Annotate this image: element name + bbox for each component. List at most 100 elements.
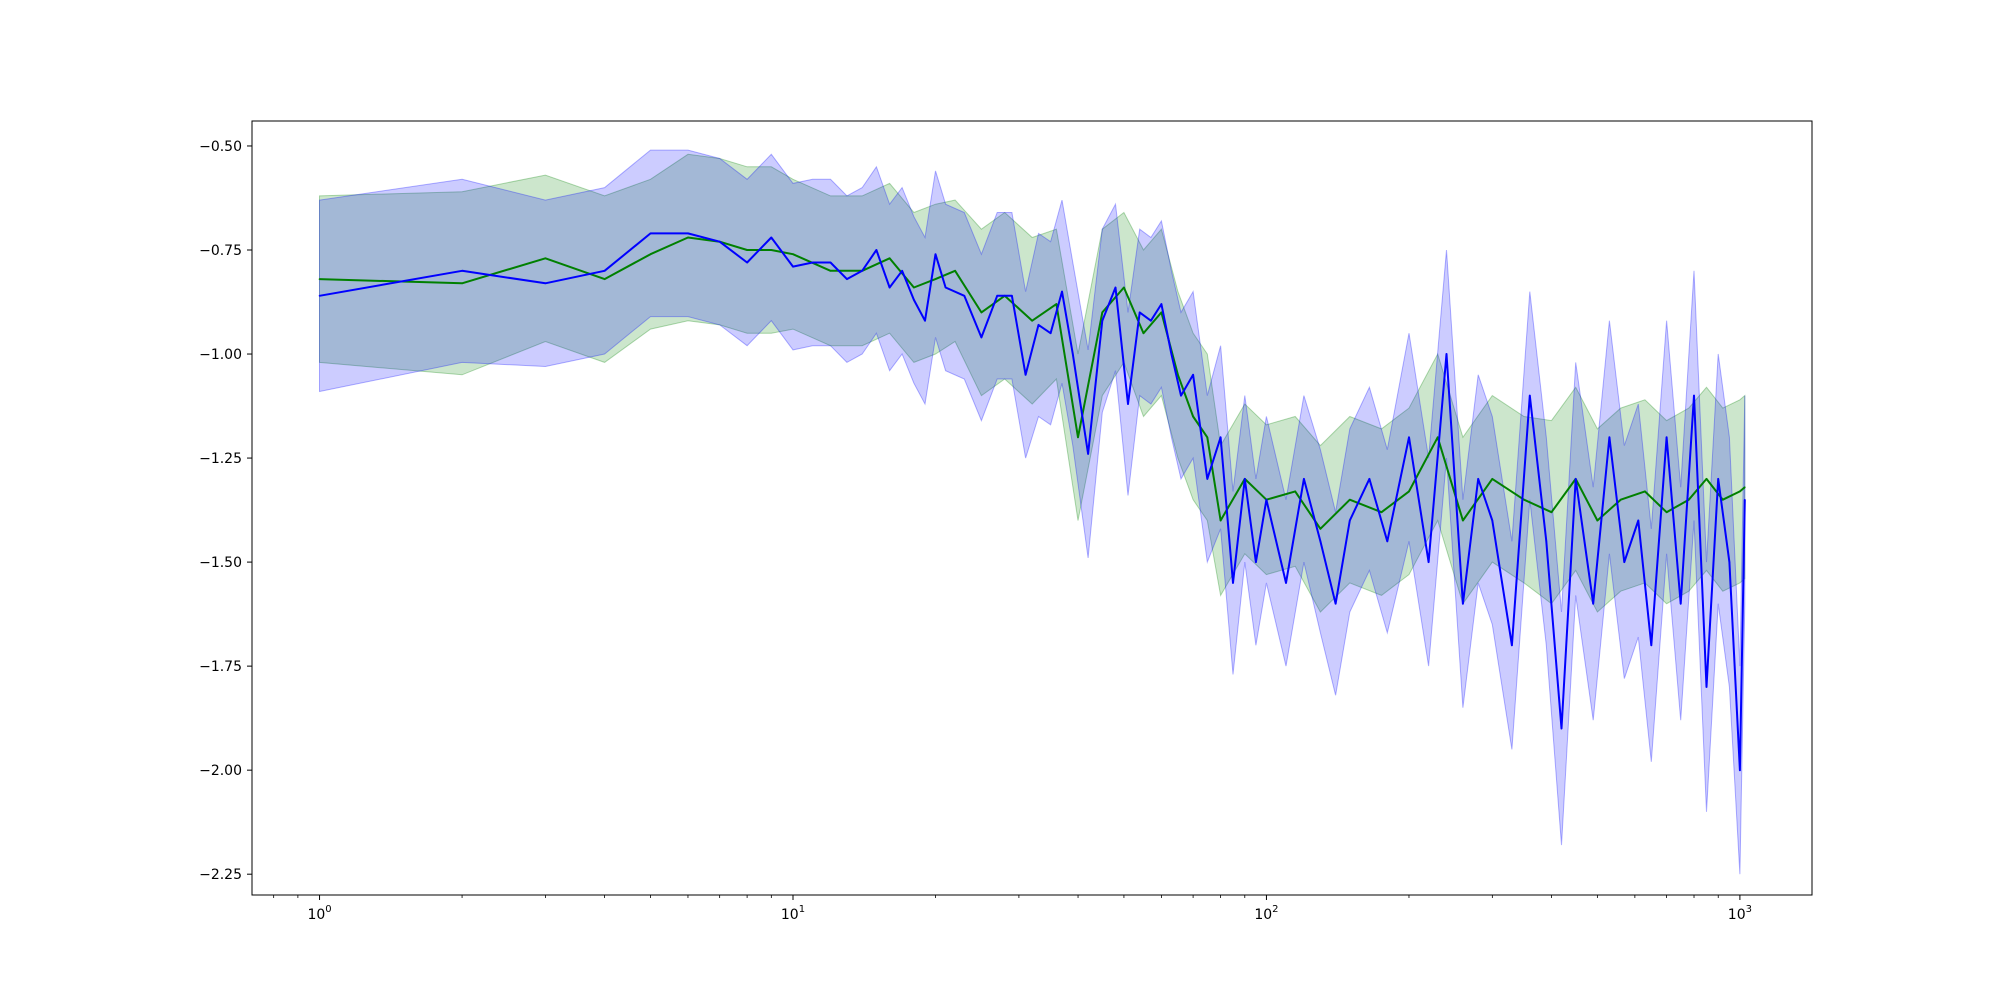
series-1-point bbox=[1529, 394, 1531, 397]
series-1-point bbox=[901, 270, 903, 272]
series-1-point bbox=[829, 261, 832, 264]
series-1-point bbox=[1180, 394, 1182, 397]
plot-area bbox=[318, 149, 1746, 875]
series-1-point bbox=[1192, 374, 1194, 376]
series-0-point bbox=[1142, 332, 1145, 335]
series-0-point bbox=[1619, 498, 1622, 501]
series-1-point bbox=[792, 265, 794, 268]
series-0-point bbox=[1349, 498, 1351, 501]
x-tick-label-exponent: 3 bbox=[1746, 904, 1752, 915]
y-tick-label: −1.25 bbox=[199, 451, 242, 467]
axes-frame bbox=[251, 120, 1813, 896]
series-0-point bbox=[687, 236, 689, 239]
series-0-point bbox=[1705, 478, 1708, 480]
series-0-point bbox=[888, 257, 891, 260]
series-0-point bbox=[1739, 490, 1741, 493]
series-1-point bbox=[861, 270, 863, 272]
x-tick-label: 102 bbox=[1254, 904, 1278, 923]
x-tick-label-base: 10 bbox=[1254, 907, 1272, 923]
x-tick-label: 103 bbox=[1728, 904, 1752, 923]
series-1-point bbox=[1114, 286, 1117, 289]
x-tick-label: 101 bbox=[781, 904, 805, 923]
series-0-point bbox=[1160, 311, 1163, 314]
series-1-point bbox=[1049, 332, 1052, 335]
y-tick-label: −1.75 bbox=[199, 659, 242, 675]
series-0-point bbox=[544, 257, 547, 260]
series-1-point bbox=[1693, 394, 1695, 397]
series-1-point bbox=[1511, 644, 1513, 647]
series-1-point bbox=[980, 336, 983, 339]
series-1-point bbox=[1303, 478, 1305, 480]
series-0-point bbox=[829, 270, 832, 272]
y-tick-label: −1.50 bbox=[199, 555, 242, 571]
series-0-point bbox=[1206, 436, 1209, 439]
series-1-point bbox=[1138, 311, 1141, 314]
series-1-point bbox=[1319, 540, 1322, 543]
y-tick-label: −0.50 bbox=[199, 139, 242, 155]
y-tick-label: −1.00 bbox=[199, 347, 242, 363]
series-0-point bbox=[1077, 436, 1079, 439]
series-0-point bbox=[1688, 498, 1690, 501]
series-0-point bbox=[1523, 498, 1525, 501]
series-1-point bbox=[1679, 602, 1682, 605]
series-0-point bbox=[1550, 511, 1553, 513]
series-0-point bbox=[1123, 286, 1125, 289]
series-1-point bbox=[1285, 582, 1287, 584]
y-tick-label: −0.75 bbox=[199, 243, 242, 259]
series-1-point bbox=[888, 286, 891, 289]
series-lines bbox=[318, 232, 1746, 772]
series-1-point bbox=[1255, 561, 1257, 563]
series-0-point bbox=[1462, 519, 1464, 522]
series-0-point bbox=[792, 253, 794, 255]
series-1-point bbox=[1462, 602, 1464, 605]
series-0-point bbox=[746, 249, 748, 251]
y-tick-label: −2.00 bbox=[199, 763, 242, 779]
series-1-point bbox=[1739, 769, 1741, 771]
series-1-point bbox=[1408, 436, 1410, 439]
series-1-point bbox=[924, 319, 926, 322]
series-1-point bbox=[934, 253, 937, 255]
series-1-point bbox=[1386, 540, 1389, 543]
series-1-point bbox=[770, 236, 773, 239]
series-0-point bbox=[1177, 374, 1179, 376]
series-1-point bbox=[1650, 644, 1653, 647]
series-0-point bbox=[1101, 311, 1104, 314]
series-1-point bbox=[811, 261, 814, 264]
x-tick-label-base: 10 bbox=[307, 907, 325, 923]
series-1-point bbox=[1061, 290, 1063, 293]
series-0-point bbox=[1319, 528, 1322, 530]
series-1-point bbox=[1705, 686, 1708, 688]
series-1-point bbox=[1244, 478, 1246, 480]
series-1-point bbox=[1072, 353, 1074, 355]
series-1-point bbox=[1011, 295, 1013, 297]
series-1-point bbox=[1592, 602, 1594, 605]
series-0-point bbox=[1491, 478, 1494, 480]
series-1-point bbox=[1491, 519, 1494, 522]
series-1-point bbox=[1170, 353, 1173, 355]
series-1-point bbox=[1445, 353, 1448, 355]
series-1-point bbox=[1265, 498, 1268, 501]
series-0-point bbox=[1031, 319, 1033, 322]
series-1-point bbox=[1545, 540, 1548, 543]
x-tick-label-exponent: 2 bbox=[1272, 904, 1278, 915]
series-1-point bbox=[544, 282, 547, 285]
series-0-point bbox=[954, 270, 956, 272]
series-1-point bbox=[1334, 602, 1337, 605]
y-axis-ticks: −0.50 −0.75 −1.00 −1.25 −1.50 −1.75 −2.00 −2.25 bbox=[199, 139, 252, 883]
series-1-point bbox=[913, 299, 915, 301]
series-1-point bbox=[1101, 319, 1104, 322]
series-1-point bbox=[1637, 519, 1640, 522]
series-1-point bbox=[1717, 478, 1719, 480]
series-1-point bbox=[1150, 319, 1152, 322]
series-0-point bbox=[1665, 511, 1668, 513]
x-tick-label-base: 10 bbox=[781, 907, 799, 923]
series-1-point bbox=[1665, 436, 1668, 439]
series-1-point bbox=[963, 295, 966, 297]
series-0-point bbox=[1596, 519, 1599, 522]
series-1-point bbox=[1024, 374, 1027, 376]
series-1-point bbox=[718, 240, 721, 243]
series-1-point bbox=[996, 295, 998, 297]
series-1-point bbox=[1477, 478, 1479, 480]
series-1-point bbox=[1087, 453, 1089, 455]
